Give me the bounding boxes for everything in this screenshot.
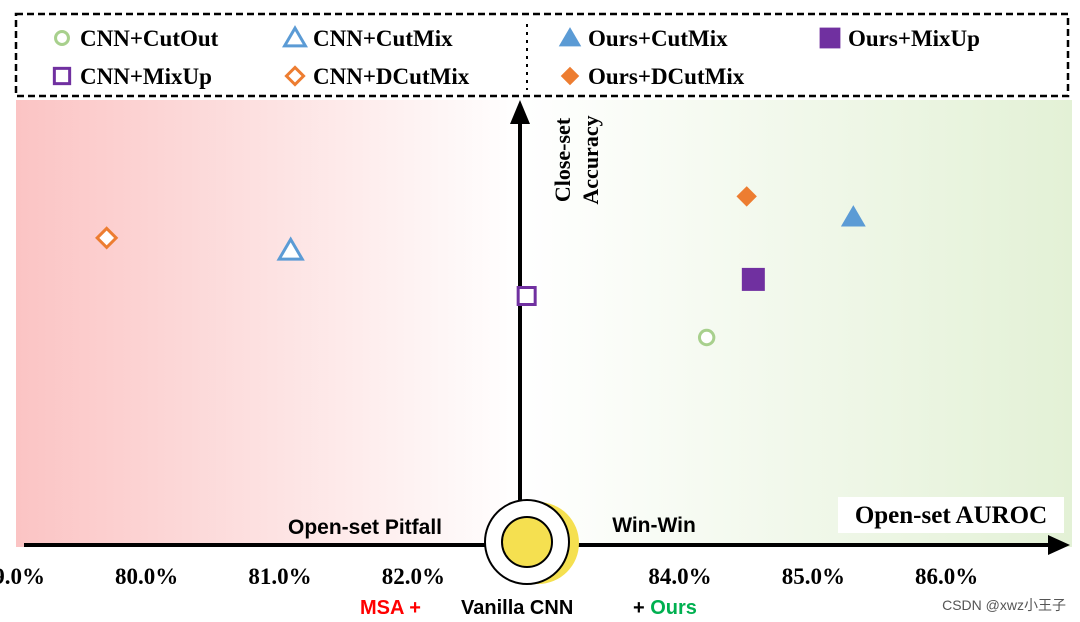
legend-label: Ours+MixUp xyxy=(848,26,980,51)
legend-marker-cnn-cutout xyxy=(54,30,70,46)
y-axis-title-line-2: Accuracy xyxy=(578,115,603,204)
x-axis-arrowhead xyxy=(1048,535,1070,555)
x-tick-label: 84.0% xyxy=(648,564,711,589)
point-ours-mixup xyxy=(741,267,765,291)
origin-inner-disc xyxy=(501,516,553,568)
legend-marker-cnn-cutmix xyxy=(281,25,309,48)
y-axis-arrowhead xyxy=(510,100,530,124)
data-points xyxy=(95,186,866,347)
caption-msa: MSA + xyxy=(360,597,421,619)
x-tick-label: 79.0% xyxy=(0,564,45,589)
point-cnn-cutmix xyxy=(276,236,305,261)
x-tick-label: 86.0% xyxy=(915,564,978,589)
point-cnn-dcutmix xyxy=(95,226,119,250)
legend-item-cnn-cutmix: CNN+CutMix xyxy=(281,25,453,51)
vanilla-cnn-origin-marker xyxy=(484,499,579,585)
winwin-region xyxy=(520,100,1072,547)
legend-item-cnn-mixup: CNN+MixUp xyxy=(52,64,212,89)
x-tick-labels: 79.0% 80.0% 81.0% 82.0% 84.0% 85.0% 86.0% xyxy=(0,564,978,589)
legend: CNN+CutOut CNN+MixUp CNN+CutMix CNN+DCutMix… xyxy=(14,12,1070,98)
caption-ours: Ours xyxy=(650,597,697,619)
caption-vanilla: Vanilla CNN xyxy=(461,597,573,619)
x-axis-title-bg xyxy=(838,497,1064,533)
point-ours-dcutmix xyxy=(736,186,757,207)
point-cnn-mixup xyxy=(516,286,537,306)
legend-label: CNN+MixUp xyxy=(80,64,212,89)
legend-item-cnn-dcutmix: CNN+DCutMix xyxy=(284,64,470,89)
watermark: CSDN @xwz小王子 xyxy=(942,597,1066,613)
pitfall-region xyxy=(16,100,520,547)
x-tick-label: 80.0% xyxy=(115,564,178,589)
legend-marker-ours-mixup xyxy=(819,27,841,49)
y-axis-title: Close-set Accuracy xyxy=(550,115,603,204)
legend-item-cnn-cutout: CNN+CutOut xyxy=(54,26,219,51)
x-axis-title: Open-set AUROC xyxy=(855,502,1047,529)
legend-label: CNN+CutOut xyxy=(80,26,219,51)
legend-item-ours-cutmix: Ours+CutMix xyxy=(558,26,728,51)
legend-marker-ours-cutmix xyxy=(558,27,582,47)
x-tick-label: 82.0% xyxy=(382,564,445,589)
winwin-label: Win-Win xyxy=(612,514,696,537)
pitfall-label: Open-set Pitfall xyxy=(288,516,442,539)
legend-box xyxy=(14,12,1070,98)
legend-marker-cnn-dcutmix xyxy=(284,65,306,87)
bottom-caption: MSA + Vanilla CNN + Ours xyxy=(360,597,697,619)
x-tick-label: 85.0% xyxy=(782,564,845,589)
y-axis-title-line-1: Close-set xyxy=(550,117,575,202)
legend-label: Ours+DCutMix xyxy=(588,64,745,89)
x-tick-label: 81.0% xyxy=(248,564,311,589)
legend-label: Ours+CutMix xyxy=(588,26,728,51)
point-ours-cutmix xyxy=(840,205,866,227)
legend-item-ours-dcutmix: Ours+DCutMix xyxy=(560,64,745,89)
legend-label: CNN+CutMix xyxy=(313,26,453,51)
legend-item-ours-mixup: Ours+MixUp xyxy=(819,26,980,51)
legend-label: CNN+DCutMix xyxy=(313,64,470,89)
caption-plus: + xyxy=(633,597,650,619)
legend-marker-cnn-mixup xyxy=(52,66,72,86)
point-cnn-cutout xyxy=(697,328,716,347)
legend-marker-ours-dcutmix xyxy=(560,66,580,86)
